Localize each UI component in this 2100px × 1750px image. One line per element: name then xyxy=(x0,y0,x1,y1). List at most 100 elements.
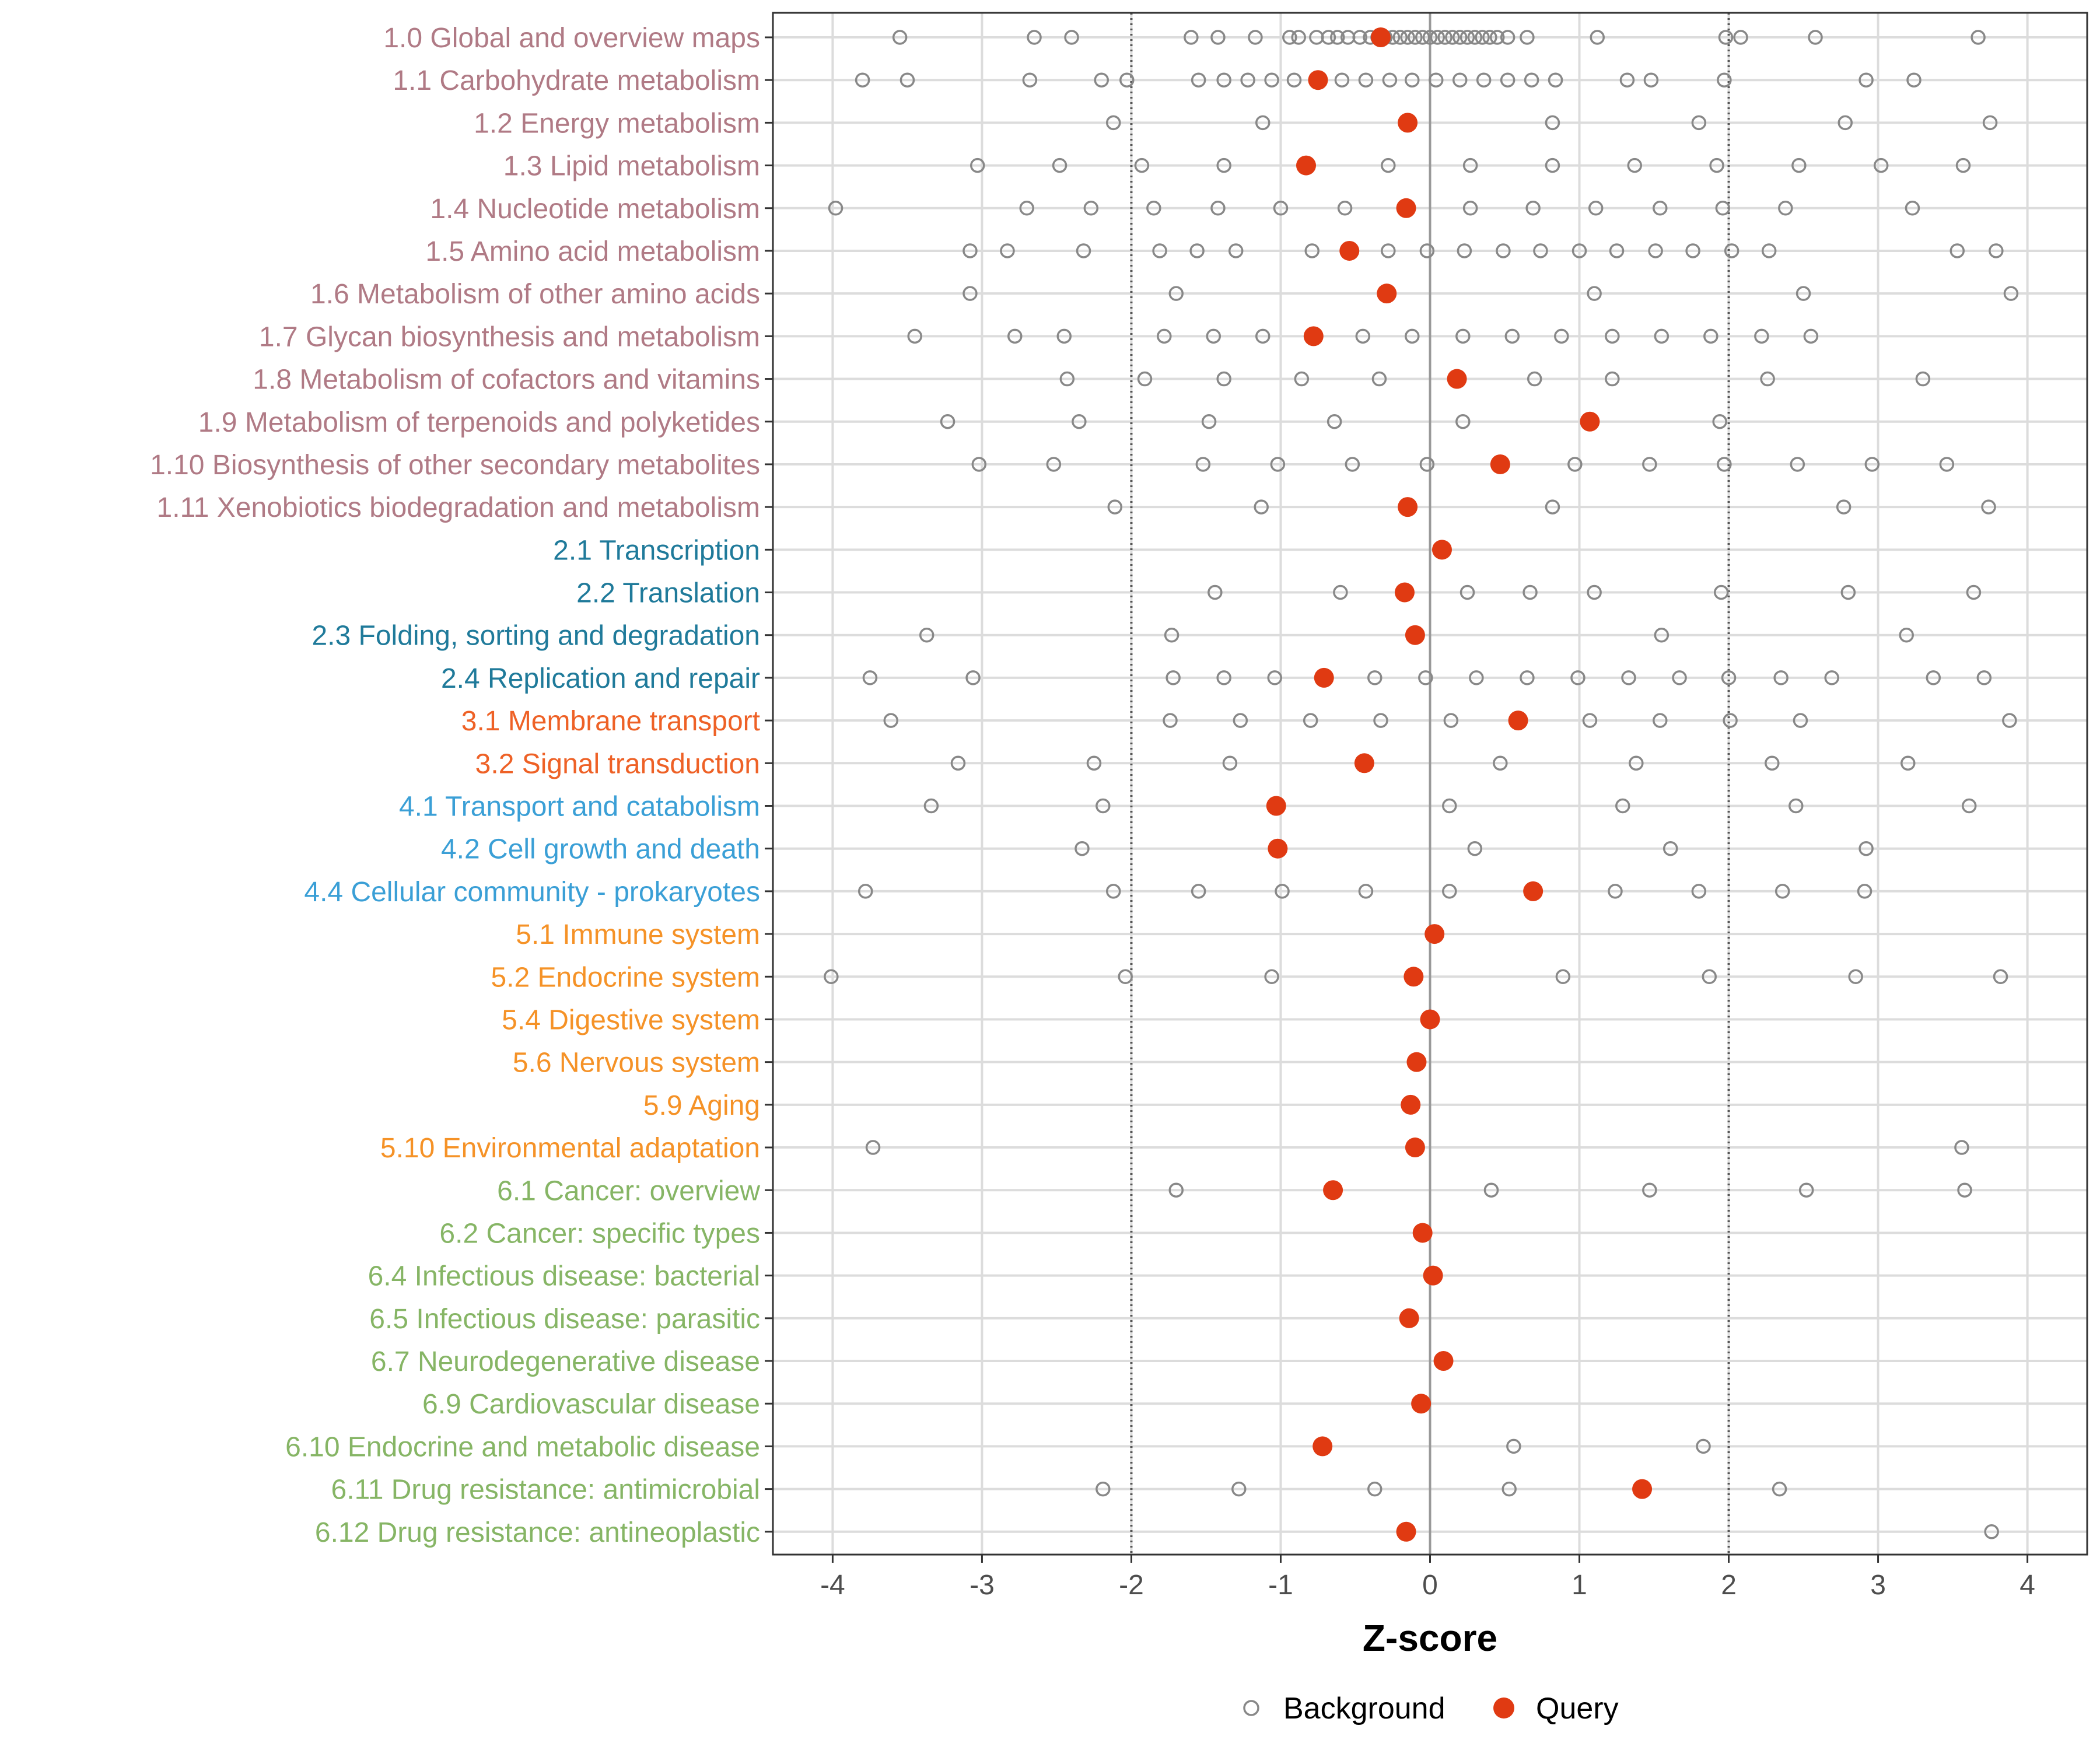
category-label: 2.2 Translation xyxy=(576,578,760,609)
background-point xyxy=(1627,158,1643,173)
legend-background-key xyxy=(1243,1700,1259,1716)
background-point xyxy=(1572,243,1587,258)
category-label: 1.10 Biosynthesis of other secondary met… xyxy=(150,450,760,481)
category-label: 1.1 Carbohydrate metabolism xyxy=(393,65,760,96)
background-point xyxy=(1157,328,1172,344)
background-point xyxy=(1648,243,1663,258)
background-point xyxy=(1791,158,1807,173)
category-label: 6.10 Endocrine and metabolic disease xyxy=(285,1432,760,1462)
background-point xyxy=(1502,1481,1517,1497)
background-point xyxy=(1442,798,1457,814)
background-point xyxy=(1228,243,1244,258)
background-point xyxy=(1007,328,1023,344)
background-point xyxy=(1445,30,1460,45)
background-point xyxy=(1873,158,1889,173)
background-point xyxy=(1527,371,1542,387)
background-point xyxy=(1191,72,1206,88)
background-point xyxy=(1105,115,1121,131)
background-point xyxy=(1717,457,1732,472)
x-tick-label: -4 xyxy=(820,1570,845,1601)
category-label: 1.2 Energy metabolism xyxy=(474,108,760,139)
x-tick-label: 2 xyxy=(1721,1570,1737,1601)
background-point xyxy=(1072,414,1087,429)
background-point xyxy=(1696,1438,1711,1454)
background-point xyxy=(1437,30,1452,45)
background-point xyxy=(1462,158,1478,173)
background-point xyxy=(1163,713,1178,728)
category-label: 1.9 Metabolism of terpenoids and polyket… xyxy=(198,407,760,438)
background-point xyxy=(865,1140,881,1155)
background-point xyxy=(1713,584,1729,600)
background-point xyxy=(1255,328,1270,344)
background-point xyxy=(1210,201,1226,216)
background-point xyxy=(1195,457,1211,472)
background-point xyxy=(1500,72,1516,88)
background-point xyxy=(1275,884,1290,899)
background-point xyxy=(1345,457,1360,472)
background-point xyxy=(1330,30,1345,45)
background-point xyxy=(1358,72,1374,88)
background-point xyxy=(1989,243,2004,258)
background-point xyxy=(1824,670,1839,685)
background-point xyxy=(1957,1182,1972,1198)
category-label: 1.4 Nucleotide metabolism xyxy=(430,194,760,225)
background-point xyxy=(1520,30,1535,45)
background-point xyxy=(1019,201,1034,216)
background-point xyxy=(1703,328,1718,344)
background-point xyxy=(1798,1182,1814,1198)
background-point xyxy=(1981,499,1996,514)
background-point xyxy=(1107,499,1123,514)
background-point xyxy=(1267,670,1282,685)
query-point xyxy=(1406,1052,1427,1072)
background-point xyxy=(1717,72,1732,88)
background-point xyxy=(1405,328,1420,344)
background-point xyxy=(1137,371,1153,387)
background-point xyxy=(1282,30,1297,45)
query-point xyxy=(1371,27,1391,47)
background-point xyxy=(907,328,922,344)
background-point xyxy=(1685,243,1700,258)
background-point xyxy=(1836,499,1852,514)
background-point xyxy=(1382,72,1398,88)
background-point xyxy=(1788,798,1804,814)
x-tick-label: -2 xyxy=(1119,1570,1144,1601)
background-point xyxy=(1712,414,1727,429)
background-point xyxy=(1216,371,1231,387)
category-label: 5.1 Immune system xyxy=(516,919,760,950)
background-point xyxy=(1462,201,1478,216)
background-point xyxy=(1231,1481,1247,1497)
background-point xyxy=(1691,115,1707,131)
background-point xyxy=(1367,1481,1382,1497)
background-point xyxy=(1240,72,1255,88)
background-point xyxy=(1772,1481,1787,1497)
background-point xyxy=(1901,755,1916,771)
background-point xyxy=(1064,30,1079,45)
background-point xyxy=(1545,499,1560,514)
category-label: 3.2 Signal transduction xyxy=(475,748,760,779)
background-point xyxy=(1373,713,1388,728)
background-point xyxy=(1452,30,1468,45)
query-point xyxy=(1523,881,1544,901)
x-axis-title: Z-score xyxy=(1363,1617,1497,1659)
background-point xyxy=(1950,243,1965,258)
background-point xyxy=(1400,30,1415,45)
background-point xyxy=(1587,584,1602,600)
background-point xyxy=(1654,328,1670,344)
background-point xyxy=(1864,457,1880,472)
category-label: 1.11 Xenobiotics biodegradation and meta… xyxy=(157,492,760,523)
reference-lines xyxy=(1130,13,1730,1555)
background-point xyxy=(1419,243,1435,258)
background-point xyxy=(1291,30,1306,45)
background-point xyxy=(1476,72,1492,88)
query-point xyxy=(1411,1394,1432,1414)
background-point xyxy=(1119,72,1135,88)
background-point xyxy=(1721,670,1737,685)
background-point xyxy=(963,286,978,301)
background-point xyxy=(1588,201,1604,216)
background-point xyxy=(1662,841,1678,856)
query-point xyxy=(1405,1138,1425,1158)
background-point xyxy=(1422,30,1438,45)
background-point xyxy=(950,755,966,771)
background-point xyxy=(1545,115,1560,131)
